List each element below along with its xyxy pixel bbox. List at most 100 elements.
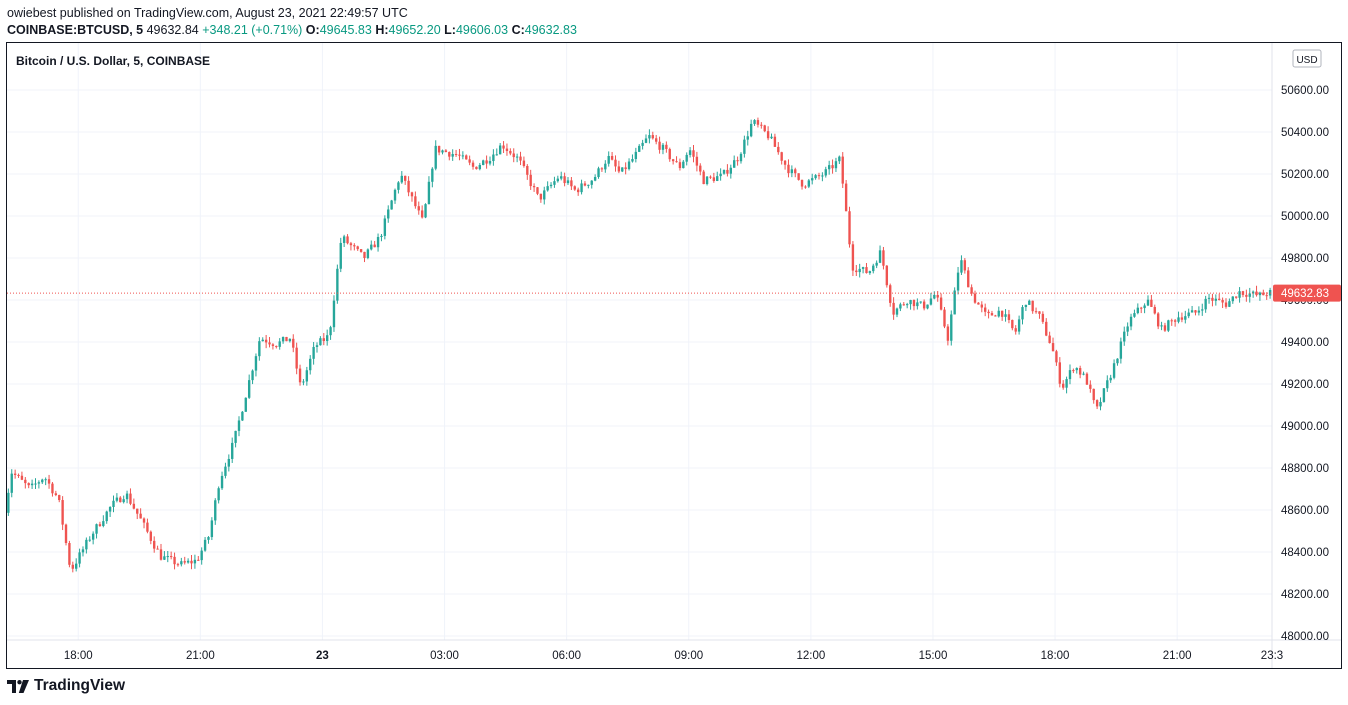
candle-body: [773, 136, 777, 147]
candle-body: [614, 159, 617, 167]
candle-body: [448, 152, 451, 157]
candle-body: [136, 508, 139, 514]
candle-body: [590, 180, 593, 185]
candle-body: [261, 339, 264, 342]
chart-frame[interactable]: 48000.00 48200.00 48400.00 48600.00 48800.00…: [3, 42, 1342, 669]
candle-body: [631, 159, 634, 162]
y-tick-label: 50000.00: [1281, 211, 1329, 223]
candle-body: [231, 442, 234, 459]
candle-body: [997, 310, 1000, 317]
candle-body: [882, 250, 885, 266]
candle-body: [1133, 313, 1136, 317]
candle-body: [566, 180, 570, 184]
candle-body: [197, 559, 200, 561]
candle-body: [68, 543, 71, 565]
candle-body: [1007, 314, 1011, 320]
candle-body: [176, 564, 180, 566]
candle-body: [1034, 311, 1038, 313]
candle-body: [994, 315, 997, 317]
candle-body: [1123, 331, 1126, 342]
candle-body: [509, 150, 512, 154]
candle-body: [24, 479, 27, 484]
candle-body: [505, 148, 509, 151]
candle-body: [61, 500, 64, 525]
candle-body: [241, 411, 244, 421]
candle-body: [102, 521, 105, 527]
candle-body: [54, 493, 58, 496]
tradingview-logo-text: TradingView: [34, 677, 126, 694]
candle-body: [780, 152, 783, 161]
candle-body: [817, 175, 821, 177]
candle-body: [827, 165, 831, 170]
candle-body: [729, 167, 732, 174]
candle-body: [1150, 299, 1153, 307]
candle-body: [180, 561, 183, 565]
candle-body: [417, 206, 420, 211]
candle-body: [570, 180, 573, 187]
candle-body: [492, 154, 495, 162]
candlestick-chart[interactable]: 48000.00 48200.00 48400.00 48600.00 48800.00…: [3, 43, 1341, 668]
candle-body: [186, 560, 190, 563]
candle-body: [922, 301, 926, 309]
candle-body: [933, 294, 936, 299]
candle-body: [244, 397, 247, 412]
candle-body: [1245, 294, 1248, 297]
candle-body: [950, 314, 953, 341]
candle-body: [790, 169, 794, 174]
candle-body: [580, 183, 583, 193]
candle-body: [1099, 401, 1102, 407]
candle-body: [336, 268, 339, 301]
candle-body: [539, 193, 543, 200]
candle-body: [777, 146, 780, 153]
candle-body: [1041, 313, 1045, 322]
candle-body: [1062, 383, 1065, 388]
candle-body: [1167, 320, 1170, 331]
candle-body: [766, 131, 770, 139]
candle-body: [1234, 296, 1238, 298]
candle-body: [963, 260, 967, 271]
candle-body: [804, 186, 807, 188]
candle-body: [468, 159, 471, 163]
candle-body: [258, 341, 261, 357]
candle-body: [129, 493, 132, 504]
candle-body: [702, 171, 705, 185]
candle-body: [17, 474, 20, 476]
candle-body: [288, 338, 292, 342]
candle-body: [1146, 299, 1150, 306]
candle-body: [502, 145, 505, 149]
candle-body: [163, 556, 166, 560]
candle-body: [736, 160, 739, 162]
candle-body: [787, 164, 790, 174]
candle-body: [224, 466, 227, 476]
candle-body: [122, 499, 125, 503]
candle-body: [868, 271, 872, 274]
publisher-line: owiebest published on TradingView.com, A…: [7, 6, 408, 20]
candle-body: [461, 155, 465, 157]
candle-body: [1011, 319, 1014, 329]
candle-body: [78, 552, 81, 564]
candle-body: [1038, 311, 1041, 314]
candle-body: [234, 430, 237, 443]
candle-body: [712, 177, 716, 181]
candle-body: [471, 162, 475, 167]
y-tick-label: 50200.00: [1281, 169, 1329, 181]
candle-body: [478, 164, 482, 170]
tradingview-logo[interactable]: TradingView: [7, 677, 125, 695]
candle-body: [271, 344, 275, 346]
candle-body: [543, 190, 546, 200]
candle-body: [1051, 343, 1055, 352]
candle-body: [214, 500, 217, 521]
candle-body: [132, 503, 136, 509]
candle-body: [410, 192, 414, 197]
candle-body: [848, 211, 851, 245]
candle-body: [1228, 301, 1231, 307]
candle-body: [926, 304, 929, 309]
candle-body: [939, 297, 943, 310]
candle-body: [943, 309, 946, 327]
time-axis: 18:00 21:00 23 03:00 06:00 09:00 12:00 15:00 18:…: [64, 650, 1283, 662]
candle-body: [861, 267, 865, 269]
candle-body: [1204, 298, 1207, 310]
candle-body: [37, 482, 41, 484]
candle-body: [227, 458, 231, 467]
candle-body: [58, 495, 61, 501]
